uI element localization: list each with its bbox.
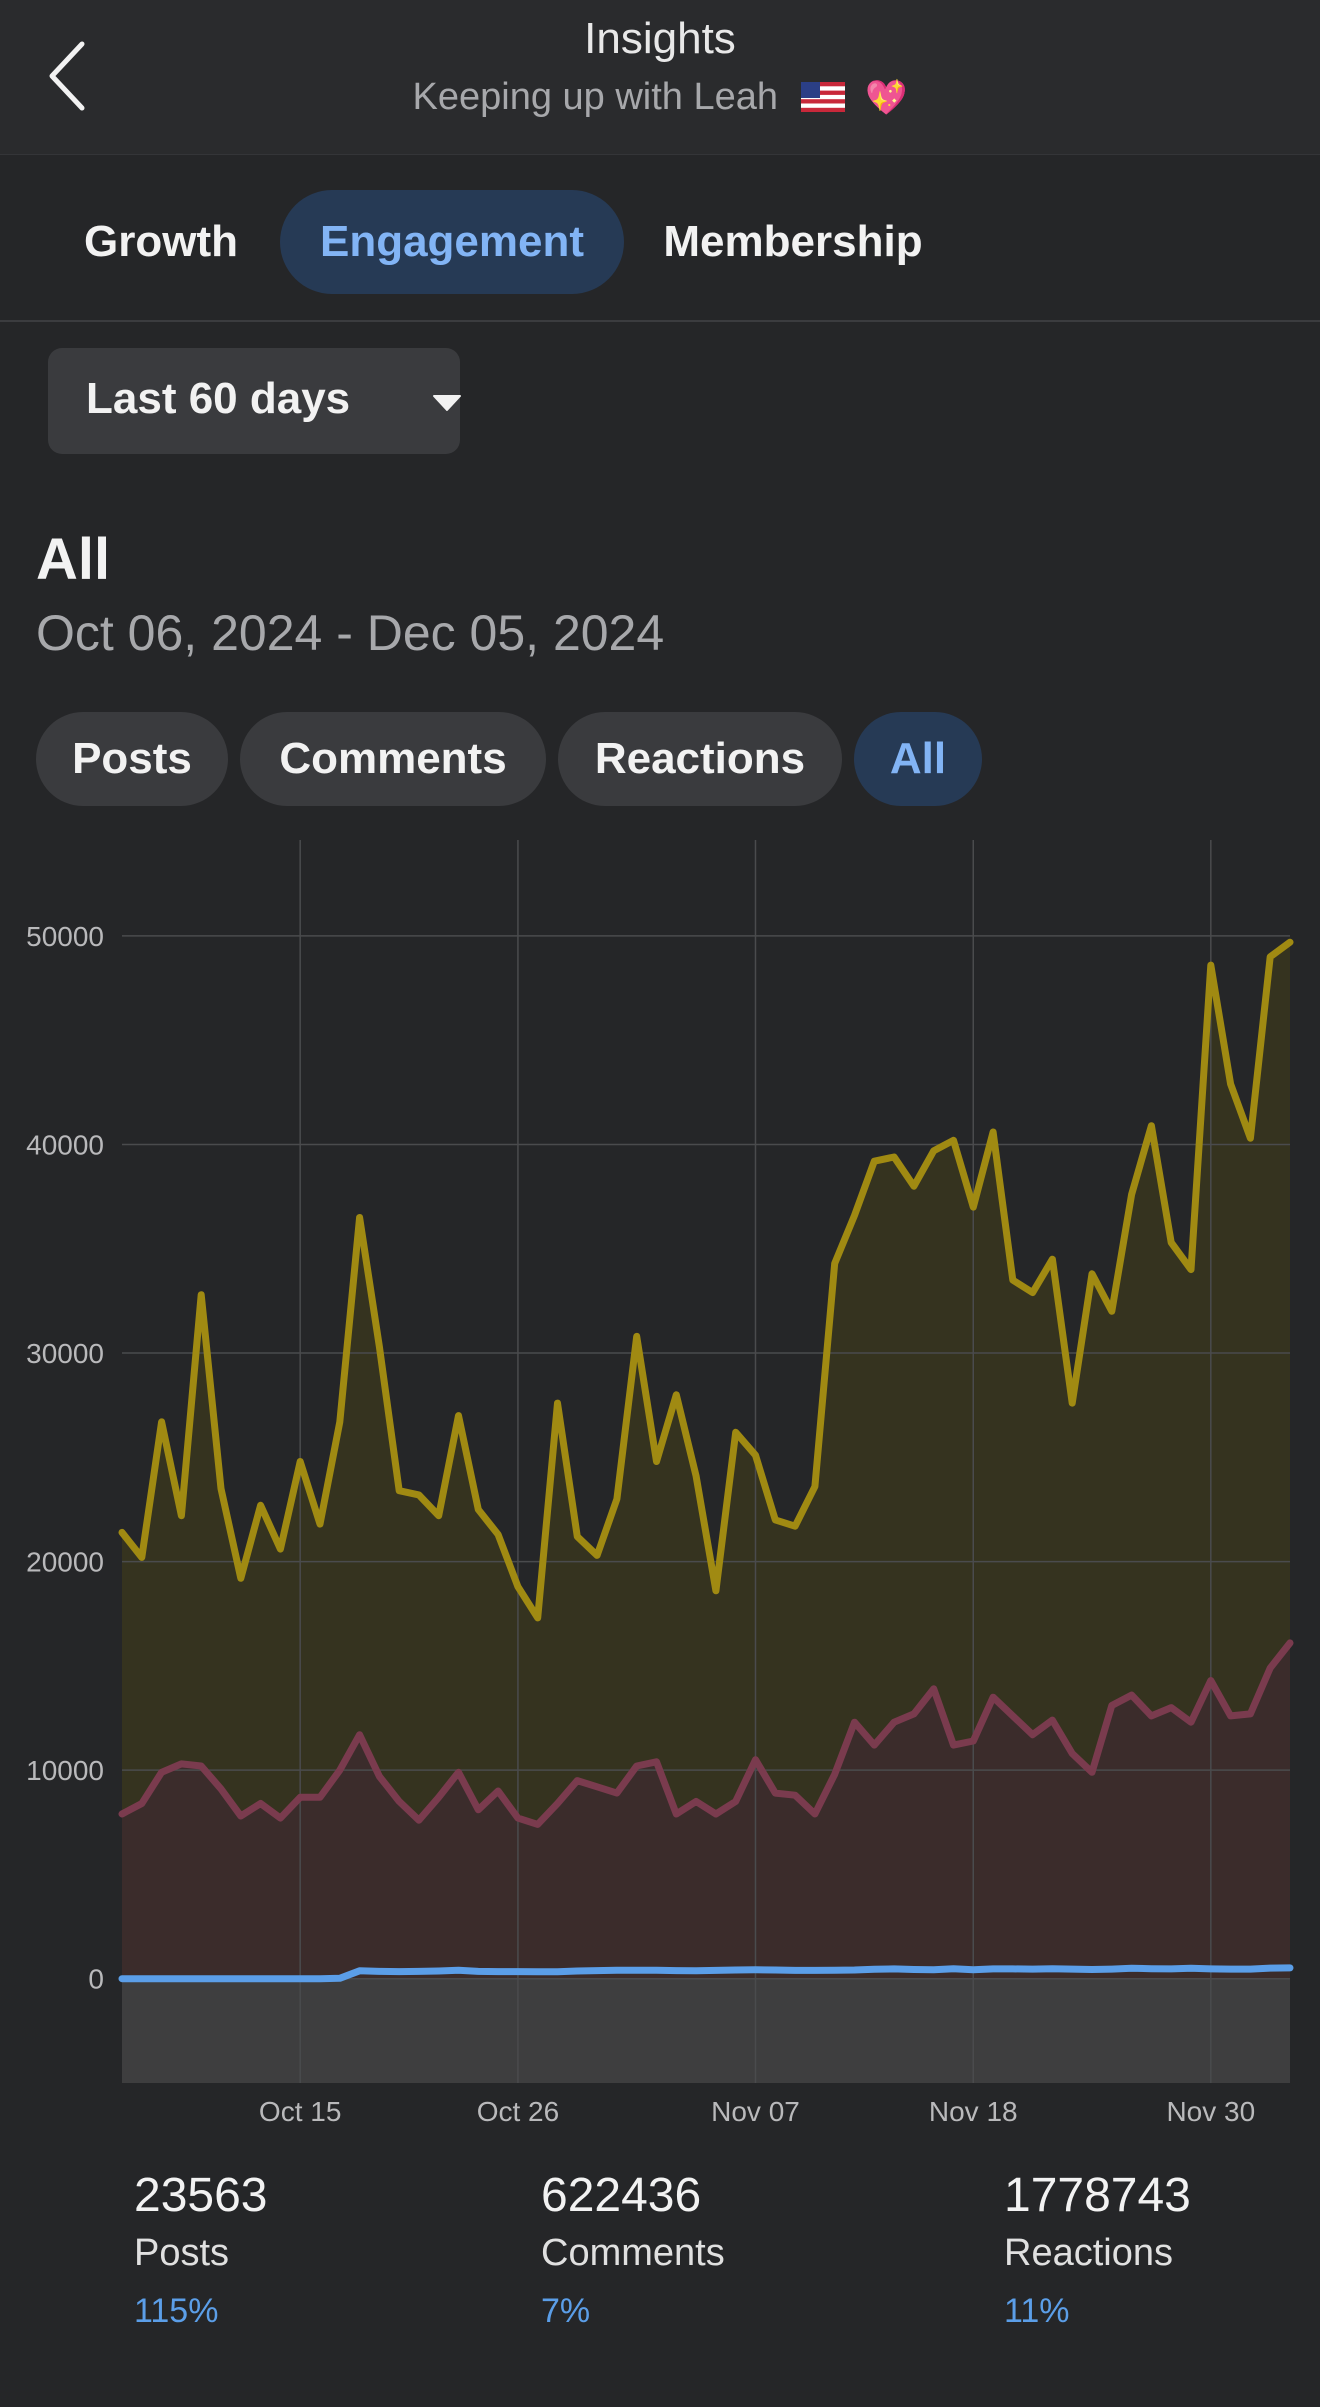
comments-total: 622436 [541, 2169, 702, 2222]
insights-tabs: Growth Engagement Membership [0, 186, 1320, 322]
caret-down-icon [433, 395, 461, 411]
filter-chip-comments[interactable]: Comments [240, 712, 546, 806]
tab-engagement[interactable]: Engagement [280, 190, 624, 294]
date-range-text: Oct 06, 2024 - Dec 05, 2024 [36, 605, 665, 661]
y-tick-label-30000: 30000 [26, 1338, 104, 1369]
top-bar: Insights Keeping up with Leah 💖 [0, 0, 1320, 155]
group-name: Keeping up with Leah 💖 [0, 76, 1320, 119]
x-tick-label-1: Oct 15 [259, 2096, 341, 2127]
x-tick-label-3: Nov 07 [711, 2096, 800, 2127]
posts-label: Posts [134, 2232, 230, 2274]
posts-total: 23563 [134, 2169, 268, 2222]
negative-region [122, 1978, 1290, 2083]
y-tick-label-20000: 20000 [26, 1547, 104, 1578]
comments-label: Comments [541, 2232, 725, 2274]
date-range-dropdown[interactable]: Last 60 days [48, 348, 461, 454]
reactions-total: 1778743 [1004, 2169, 1191, 2222]
section-title: All [36, 527, 111, 592]
x-tick-label-4: Nov 18 [929, 2096, 1018, 2127]
tab-membership[interactable]: Membership [663, 217, 923, 266]
y-tick-label-40000: 40000 [26, 1129, 104, 1160]
x-tick-label-5: Nov 30 [1166, 2096, 1255, 2127]
sparkling-heart-icon: 💖 [865, 79, 908, 117]
posts-change: 115% [134, 2292, 219, 2330]
filter-chip-all[interactable]: All [854, 712, 982, 806]
us-flag-icon [800, 82, 845, 112]
series-3-line [118, 1964, 1294, 1983]
back-chevron-icon[interactable] [44, 38, 94, 114]
series-2-line [118, 1639, 1294, 1828]
page-title: Insights [584, 14, 736, 63]
reactions-change: 11% [1004, 2292, 1070, 2330]
x-tick-label-2: Oct 26 [477, 2096, 559, 2127]
filter-chip-reactions[interactable]: Reactions [558, 712, 842, 806]
series-1-line [118, 938, 1294, 1622]
tab-growth[interactable]: Growth [84, 217, 238, 266]
reactions-label: Reactions [1004, 2232, 1173, 2274]
y-tick-label-50000: 50000 [26, 921, 104, 952]
date-range-label: Last 60 days [86, 374, 351, 423]
comments-change: 7% [541, 2292, 591, 2330]
group-name-text: Keeping up with Leah [412, 76, 779, 118]
y-tick-label-10000: 10000 [26, 1755, 104, 1786]
y-tick-label-0: 0 [88, 1964, 104, 1995]
filter-chip-posts[interactable]: Posts [36, 712, 228, 806]
engagement-chart: Oct 15 Oct 26 Nov 07 Nov 18 Nov 30 0 10000 2000… [26, 840, 1294, 2127]
